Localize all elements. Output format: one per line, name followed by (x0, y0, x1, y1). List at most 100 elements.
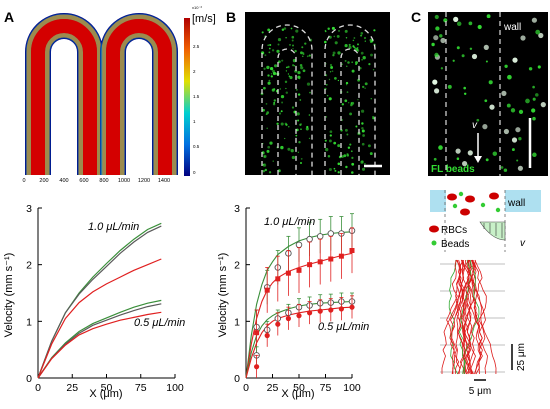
wall-label: wall (503, 22, 521, 33)
chart-b-point-1 (254, 330, 260, 336)
velocity-label: v (472, 120, 478, 131)
bead-dot (456, 157, 460, 160)
rbc-marker (489, 192, 499, 200)
chart-a-series-line-3 (37, 299, 162, 379)
bead-marker (458, 191, 464, 197)
bead-dot (269, 141, 273, 145)
bead-dot (334, 169, 337, 172)
image-x-tick: 400 (59, 178, 68, 184)
bead-dot (285, 91, 288, 94)
bead-dot (327, 27, 330, 30)
bead-dot (507, 74, 512, 80)
bead-dot (351, 171, 354, 174)
fl-beads-label: FL beads (431, 164, 475, 175)
bead-dot (361, 126, 364, 130)
bead-dot (504, 64, 508, 68)
bead-dot (263, 86, 266, 90)
bead-dot (476, 118, 480, 122)
bead-dot (300, 51, 303, 55)
chart-b-point-1 (296, 267, 302, 273)
chart-a-series-line-0 (37, 222, 162, 379)
bead-dot (284, 137, 286, 140)
bead-dot (297, 93, 301, 96)
bead-dot (280, 110, 283, 113)
legend-rbcs-label: RBCs (441, 225, 467, 236)
bead-dot (461, 54, 465, 58)
scale-5um-label: 5 μm (469, 386, 491, 397)
bead-dot (360, 32, 364, 35)
bead-dot (433, 157, 437, 161)
bead-dot (352, 46, 356, 49)
bead-dot (347, 146, 351, 149)
chart-a-xlabel: X (μm) (89, 388, 122, 400)
bead-dot (367, 144, 371, 148)
velocity-profile (479, 221, 506, 241)
bead-dot (344, 99, 348, 103)
bead-dot (362, 56, 366, 60)
bead-dot (338, 29, 340, 32)
bead-dot (348, 102, 350, 104)
bead-dot (431, 42, 435, 47)
chart-a-annotation-1ul: 1.0 μL/min (88, 221, 139, 233)
colorbar-tick: 1 (193, 119, 196, 124)
bead-dot (273, 88, 276, 91)
bead-dot (267, 81, 271, 85)
bead-dot (516, 159, 519, 162)
bead-dot (292, 48, 294, 50)
panel-c-letter: C (411, 9, 421, 25)
bead-dot (330, 66, 334, 69)
bead-dot (272, 102, 276, 106)
bead-dot (309, 91, 311, 94)
bead-dot (264, 54, 267, 57)
chart-a-y-tick-label: 0 (26, 373, 32, 385)
schematic-wall-right (505, 190, 541, 212)
bead-dot (332, 51, 336, 55)
trajectory-trace (458, 259, 474, 375)
bead-dot (288, 75, 291, 77)
bead-dot (362, 85, 365, 89)
bead-dot (341, 63, 344, 66)
bead-dot (328, 78, 331, 81)
bead-dot (345, 37, 348, 39)
bead-dot (302, 51, 305, 54)
bead-dot (346, 133, 349, 136)
bead-dot (290, 27, 293, 30)
schematic-wall-left (430, 190, 446, 212)
bead-dot (267, 145, 271, 149)
bead-dot (346, 153, 349, 156)
bead-dot (296, 128, 299, 132)
bead-dot (336, 34, 340, 38)
bead-dot (263, 154, 267, 159)
channel-outline-right (324, 24, 376, 175)
trajectory-trace (450, 260, 464, 375)
bead-dot (281, 101, 284, 104)
bead-dot (337, 144, 341, 148)
bead-dot (361, 122, 364, 125)
trajectory-trace (455, 259, 471, 375)
bead-dot (297, 75, 301, 79)
bead-dot (267, 28, 271, 32)
chart-a-series-line-1 (37, 225, 162, 379)
trajectory-trace (458, 259, 472, 375)
bead-dot (469, 47, 473, 51)
bead-dot (355, 125, 358, 128)
bead-dot (285, 123, 288, 126)
bead-marker (480, 202, 486, 208)
bead-dot (452, 59, 455, 62)
chart-a-x-tick-label: 25 (66, 382, 78, 394)
chart-a-velocity-simulation: 0 25 50 75 100 0 1 2 3 1.0 μL/min 0.5 μL/min X (… (3, 203, 185, 400)
bead-dot (292, 44, 294, 47)
bead-dot (538, 32, 544, 39)
chart-b-x-tick-label: 0 (243, 382, 249, 394)
bead-dot (346, 65, 348, 67)
chart-a-y-tick-label: 3 (26, 203, 32, 215)
bead-dot (304, 42, 307, 45)
bead-dot (535, 29, 541, 35)
bead-dot (268, 79, 271, 82)
bead-dot (287, 147, 291, 151)
bead-dot (293, 65, 296, 67)
bead-dot (334, 41, 338, 45)
chart-b-velocity-measured: 0 25 50 75 100 0 1 2 3 1.0 μL/min 0.5 μL/min X (… (217, 203, 369, 400)
panel-b: B (226, 9, 390, 175)
bead-dot (264, 168, 268, 172)
